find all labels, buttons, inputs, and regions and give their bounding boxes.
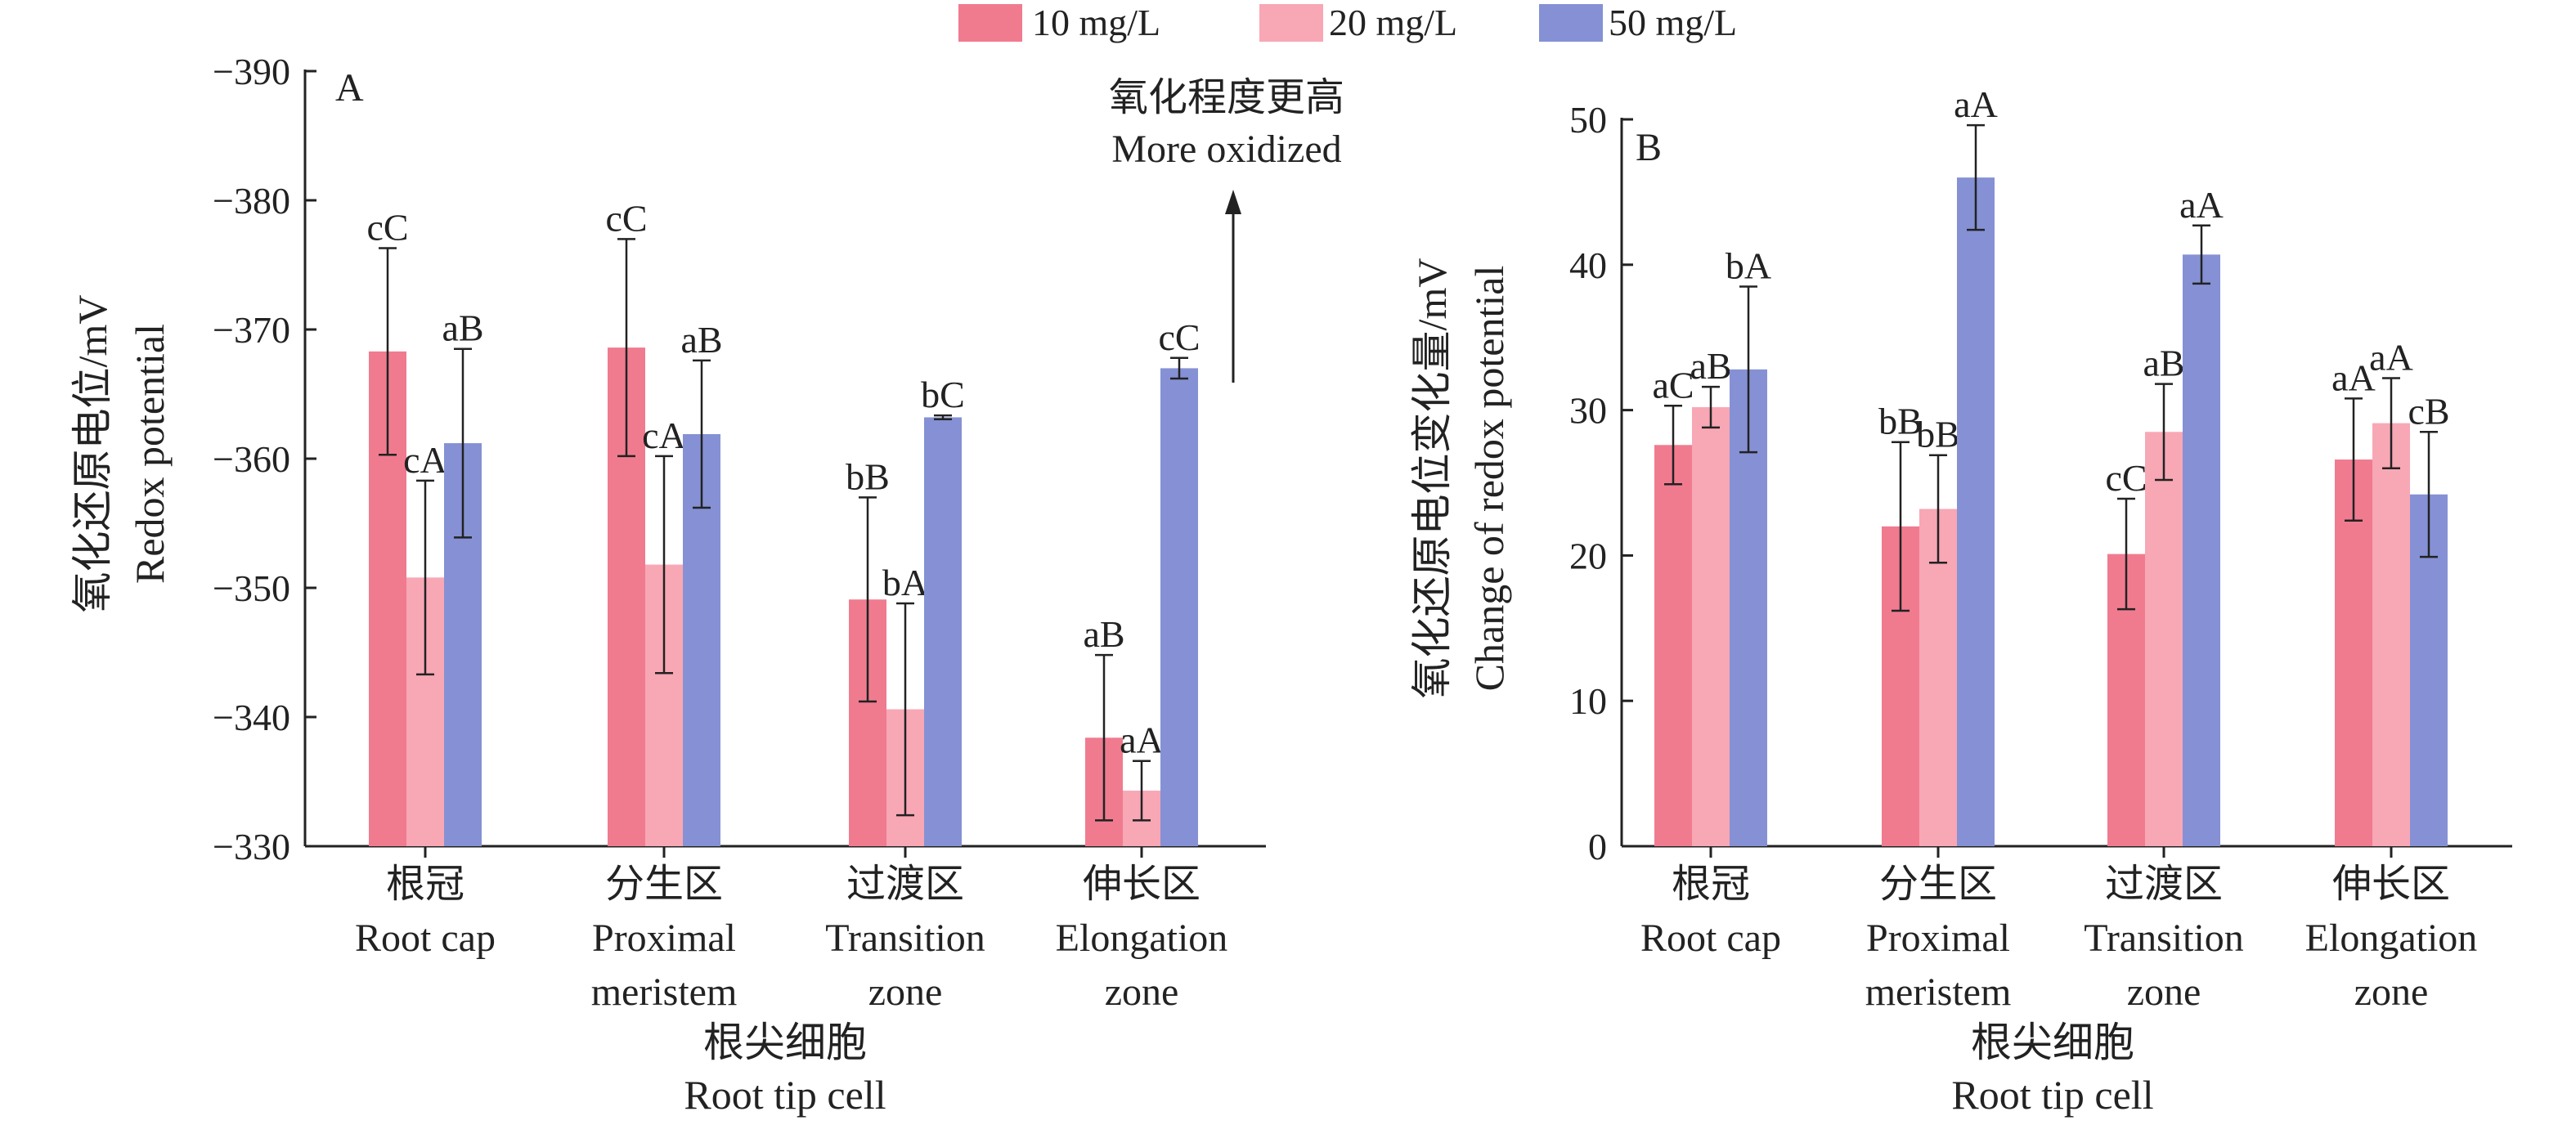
significance-label: bC	[921, 374, 965, 415]
x-axis-title: Root tip cell	[1951, 1072, 2153, 1118]
y-tick-label: 40	[1569, 244, 1607, 286]
significance-label: aB	[442, 307, 483, 349]
significance-label: aB	[680, 319, 722, 361]
legend-label: 20 mg/L	[1329, 2, 1457, 43]
panel-label: A	[335, 66, 364, 110]
significance-label: aA	[2179, 184, 2224, 226]
significance-label: cC	[1158, 316, 1200, 358]
significance-label: bA	[882, 562, 928, 603]
bar	[2183, 254, 2220, 846]
bar	[924, 417, 962, 846]
y-tick-label: −350	[213, 567, 290, 609]
legend-label: 10 mg/L	[1032, 2, 1160, 43]
legend-swatch	[1539, 4, 1603, 42]
x-tick-label: 根冠 Root cap	[1640, 863, 1781, 960]
significance-label: aA	[2331, 356, 2376, 398]
bar	[2335, 459, 2372, 846]
y-tick-label: 0	[1588, 826, 1607, 867]
x-axis-title: Root tip cell	[684, 1072, 886, 1118]
x-tick-label: 分生区 Proximal meristem	[1865, 863, 2012, 1014]
significance-label: aC	[1652, 364, 1694, 406]
bar	[2372, 423, 2410, 846]
y-axis-title: Change of redox potential	[1466, 266, 1512, 692]
x-tick-label: 根冠 Root cap	[355, 863, 496, 960]
significance-label: aA	[1120, 719, 1164, 761]
y-axis-title: Redox potential	[127, 324, 173, 584]
arrow-head	[1225, 190, 1241, 214]
y-tick-label: −370	[213, 309, 290, 351]
legend-swatch	[1259, 4, 1323, 42]
significance-label: aA	[2369, 336, 2413, 378]
legend: 10 mg/L 20 mg/L 50 mg/L	[958, 2, 1737, 43]
bar	[1919, 509, 1957, 846]
y-tick-label: −330	[213, 826, 290, 867]
y-tick-label: 50	[1569, 99, 1607, 141]
bar	[1692, 407, 1730, 846]
x-axis-title: 根尖细胞	[1971, 1020, 2134, 1065]
legend-label: 50 mg/L	[1609, 2, 1737, 43]
significance-label: cA	[403, 439, 447, 481]
y-tick-label: −360	[213, 438, 290, 480]
significance-label: cC	[366, 206, 408, 248]
significance-label: cA	[642, 415, 686, 456]
x-tick-label: 伸长区 Elongation zone	[2305, 863, 2478, 1014]
y-tick-label: 20	[1569, 535, 1607, 576]
y-tick-label: 30	[1569, 390, 1607, 432]
x-tick-label: 伸长区 Elongation zone	[1056, 863, 1228, 1014]
significance-label: bB	[1916, 414, 1960, 455]
panel-b-chart: 0 10 20 30 40 50 根冠 Root cap 分生区 Proximal meristem…	[1409, 83, 2512, 1118]
significance-label: aB	[1083, 613, 1124, 655]
bar	[2145, 432, 2183, 846]
y-tick-label: −390	[213, 51, 290, 92]
significance-label: aB	[1690, 345, 1731, 387]
significance-label: cC	[605, 197, 647, 239]
significance-label: bA	[1726, 244, 1771, 286]
y-axis-title: 氧化还原电位/mV	[70, 295, 115, 613]
y-tick-label: −380	[213, 180, 290, 222]
annotation-text: 氧化程度更高	[1109, 76, 1344, 119]
significance-label: aA	[1954, 83, 1998, 125]
significance-label: bB	[846, 455, 890, 497]
significance-label: cC	[2105, 457, 2147, 499]
x-tick-label: 过渡区 Transition zone	[825, 863, 985, 1014]
x-tick-label: 分生区 Proximal meristem	[591, 863, 738, 1014]
y-tick-label: 10	[1569, 680, 1607, 722]
significance-label: cB	[2408, 390, 2449, 432]
legend-swatch	[958, 4, 1022, 42]
y-tick-label: −340	[213, 697, 290, 738]
bar	[1654, 445, 1692, 846]
panel-a-chart: −390 −380 −370 −360 −350 −340 −330 根冠 Root cap 分生…	[70, 51, 1344, 1118]
annotation-text: More oxidized	[1111, 128, 1341, 171]
bar	[1160, 368, 1198, 846]
bar	[1957, 177, 1995, 846]
significance-label: aB	[2143, 343, 2184, 384]
y-axis-title: 氧化还原电位变化量/mV	[1409, 258, 1455, 699]
x-tick-label: 过渡区 Transition zone	[2084, 863, 2244, 1014]
significance-label: bB	[1878, 401, 1923, 442]
x-axis-title: 根尖细胞	[703, 1020, 867, 1065]
panel-label: B	[1636, 126, 1662, 169]
